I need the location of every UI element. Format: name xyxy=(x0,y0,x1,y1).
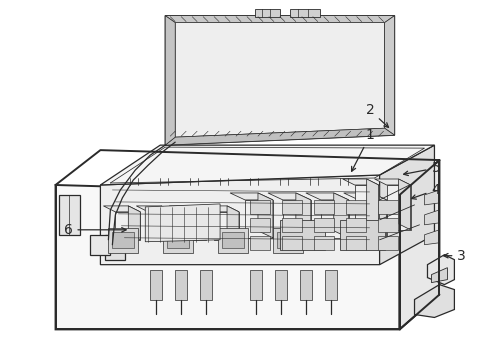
Polygon shape xyxy=(128,206,140,240)
Text: 2: 2 xyxy=(365,103,388,127)
Polygon shape xyxy=(345,236,365,250)
Polygon shape xyxy=(345,200,365,214)
Polygon shape xyxy=(313,236,333,250)
Polygon shape xyxy=(115,212,140,240)
Polygon shape xyxy=(165,15,394,145)
Polygon shape xyxy=(145,204,220,242)
Text: 4: 4 xyxy=(410,183,439,199)
Polygon shape xyxy=(105,235,125,260)
Polygon shape xyxy=(175,270,187,300)
Polygon shape xyxy=(165,128,394,145)
Polygon shape xyxy=(324,270,336,300)
Polygon shape xyxy=(424,190,439,205)
Polygon shape xyxy=(371,193,386,238)
Polygon shape xyxy=(136,206,173,212)
Polygon shape xyxy=(424,230,439,245)
Polygon shape xyxy=(165,15,175,145)
Polygon shape xyxy=(313,200,333,214)
Polygon shape xyxy=(100,145,433,185)
Polygon shape xyxy=(342,179,378,185)
Polygon shape xyxy=(229,193,272,200)
Polygon shape xyxy=(112,232,134,248)
Polygon shape xyxy=(108,228,138,253)
Polygon shape xyxy=(194,206,205,240)
Polygon shape xyxy=(374,179,410,185)
Polygon shape xyxy=(305,193,348,200)
Polygon shape xyxy=(249,236,269,250)
Polygon shape xyxy=(254,9,279,17)
Polygon shape xyxy=(163,228,193,253)
Polygon shape xyxy=(226,206,239,240)
Text: 5: 5 xyxy=(403,161,439,176)
Polygon shape xyxy=(313,218,333,232)
Polygon shape xyxy=(276,232,298,248)
Text: 3: 3 xyxy=(443,249,465,263)
Polygon shape xyxy=(218,228,247,253)
Polygon shape xyxy=(320,200,348,238)
Polygon shape xyxy=(289,9,319,17)
Polygon shape xyxy=(354,185,378,230)
Polygon shape xyxy=(377,236,397,250)
Polygon shape xyxy=(167,232,189,248)
Polygon shape xyxy=(202,206,239,212)
Polygon shape xyxy=(103,206,140,212)
Polygon shape xyxy=(258,193,272,238)
Polygon shape xyxy=(249,270,262,300)
Polygon shape xyxy=(181,212,205,240)
Polygon shape xyxy=(398,179,410,230)
Polygon shape xyxy=(249,218,269,232)
Polygon shape xyxy=(343,193,386,200)
Polygon shape xyxy=(150,270,162,300)
Polygon shape xyxy=(100,175,379,265)
Polygon shape xyxy=(333,193,348,238)
Polygon shape xyxy=(427,255,453,285)
Polygon shape xyxy=(148,212,173,240)
Polygon shape xyxy=(384,15,394,135)
Polygon shape xyxy=(200,270,212,300)
Polygon shape xyxy=(267,193,310,200)
Polygon shape xyxy=(281,236,301,250)
Polygon shape xyxy=(379,145,433,265)
Polygon shape xyxy=(59,195,81,235)
Text: 1: 1 xyxy=(351,128,374,171)
Polygon shape xyxy=(358,200,386,238)
Polygon shape xyxy=(430,268,447,283)
Polygon shape xyxy=(281,218,301,232)
Polygon shape xyxy=(366,179,378,230)
Text: 6: 6 xyxy=(63,223,126,237)
Polygon shape xyxy=(399,160,439,329)
Polygon shape xyxy=(281,200,301,214)
Polygon shape xyxy=(56,185,399,329)
Polygon shape xyxy=(90,235,110,255)
Polygon shape xyxy=(295,193,310,238)
Polygon shape xyxy=(283,200,310,238)
Polygon shape xyxy=(165,15,394,23)
Polygon shape xyxy=(424,210,439,225)
Polygon shape xyxy=(214,212,239,240)
Polygon shape xyxy=(272,228,302,253)
Polygon shape xyxy=(222,232,244,248)
Polygon shape xyxy=(244,200,272,238)
Polygon shape xyxy=(345,218,365,232)
Polygon shape xyxy=(377,200,397,214)
Polygon shape xyxy=(249,200,269,214)
Polygon shape xyxy=(386,185,410,230)
Polygon shape xyxy=(161,206,173,240)
Polygon shape xyxy=(169,206,205,212)
Polygon shape xyxy=(274,270,286,300)
Polygon shape xyxy=(339,220,384,250)
Polygon shape xyxy=(377,218,397,232)
Polygon shape xyxy=(414,285,453,318)
Polygon shape xyxy=(279,220,324,250)
Polygon shape xyxy=(175,23,384,137)
Polygon shape xyxy=(299,270,311,300)
